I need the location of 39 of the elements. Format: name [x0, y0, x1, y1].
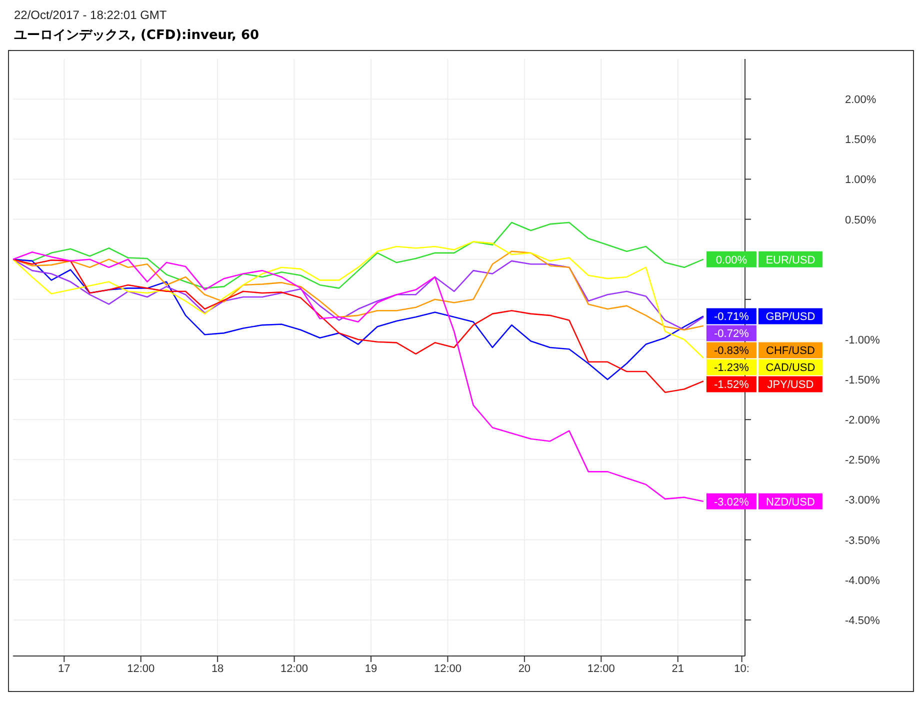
- y-tick-label: 1.50%: [845, 134, 876, 146]
- chart-title: ユーロインデックス, (CFD):inveur, 60: [14, 27, 260, 44]
- y-tick-label: -4.00%: [845, 574, 880, 587]
- y-tick-label: 1.00%: [845, 174, 876, 186]
- x-tick-label: 12:00: [127, 662, 155, 675]
- y-tick-label: -2.00%: [845, 414, 880, 427]
- y-tick-label: -1.00%: [845, 334, 880, 346]
- data-label: -0.83%: [714, 345, 750, 358]
- x-tick-label: 12:00: [587, 662, 615, 675]
- data-label: -3.02%: [714, 496, 750, 508]
- y-tick-label: 2.00%: [845, 94, 876, 106]
- line-series: [13, 241, 704, 359]
- y-tick-label: -3.50%: [845, 534, 880, 547]
- data-label: -0.72%: [714, 328, 750, 340]
- line-series: [13, 251, 704, 502]
- data-label: 0.00%: [716, 254, 748, 266]
- y-tick-label: -1.50%: [845, 374, 880, 387]
- legend-label: EUR/USD: [766, 254, 816, 266]
- legend-label: GBP/USD: [766, 311, 816, 324]
- x-tick-label: 19: [364, 662, 378, 675]
- legend-label: NZD/USD: [766, 496, 815, 508]
- legend-label: JPY/USD: [767, 379, 814, 392]
- x-tick-label: 10:: [734, 662, 750, 675]
- x-tick-label: 20: [518, 662, 531, 675]
- data-label: -1.52%: [714, 379, 750, 392]
- text: 22/Oct/2017 - 18:22:01 GMT: [14, 8, 168, 22]
- y-tick-label: -3.00%: [845, 494, 880, 507]
- y-tick-label: -2.50%: [845, 454, 880, 467]
- legend-label: CAD/USD: [766, 362, 816, 374]
- legend-label: CHF/USD: [766, 345, 815, 358]
- y-tick-label: -4.50%: [845, 614, 880, 627]
- x-tick-label: 12:00: [434, 662, 462, 675]
- x-tick-label: 18: [211, 662, 224, 675]
- data-label: -0.71%: [714, 311, 750, 324]
- x-tick-label: 17: [58, 662, 70, 675]
- data-label: -1.23%: [714, 362, 750, 374]
- x-tick-label: 12:00: [280, 662, 308, 675]
- x-tick-label: 21: [672, 662, 684, 675]
- y-tick-label: 0.50%: [845, 214, 876, 226]
